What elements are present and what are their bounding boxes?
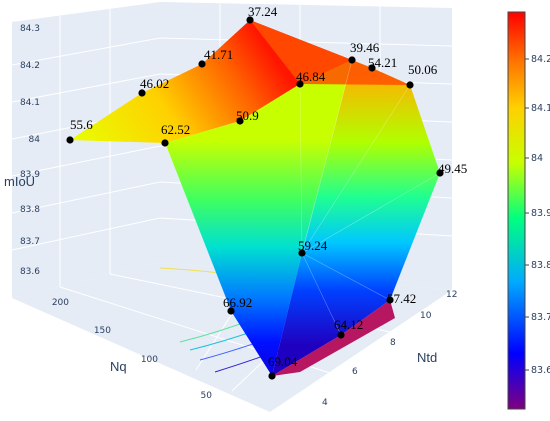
colorbar-tick-83.9: 83.9: [531, 208, 550, 219]
colorbar-tick-83.7: 83.7: [531, 312, 550, 323]
data-point-marker: [368, 64, 376, 72]
z-tick-84.3: 84.3: [20, 24, 40, 34]
data-point-label: 49.45: [438, 161, 467, 176]
data-point-label: 64.12: [334, 317, 363, 332]
data-point-label: 41.71: [204, 47, 233, 62]
data-point-marker: [227, 307, 235, 315]
data-point-marker: [298, 249, 306, 257]
data-point-marker: [198, 60, 206, 68]
data-point-label: 55.6: [70, 117, 93, 132]
x-tick-50: 50: [201, 391, 213, 401]
z-tick-84.1: 84.1: [20, 98, 40, 108]
x-tick-100: 100: [141, 355, 158, 365]
back-wall-left: [12, 2, 160, 298]
z-axis: 84.3 84.2 84.1 84 83.9 83.8 83.7 83.6 mI…: [4, 24, 40, 277]
data-point-label: 39.46: [350, 40, 380, 55]
surface-bottom-edge: [272, 300, 395, 376]
data-point-marker: [236, 117, 244, 125]
data-point-marker: [296, 80, 304, 88]
data-point-label: 37.24: [248, 4, 278, 19]
colorbar-tick-84.2: 84.2: [531, 54, 550, 65]
x-axis: 200 150 100 50 Nq: [52, 298, 212, 401]
surface: [70, 20, 441, 376]
z-tick-83.6: 83.6: [20, 267, 40, 277]
z-axis-title: mIoU: [4, 174, 35, 189]
data-point-label: 54.21: [368, 55, 397, 70]
data-point-marker: [436, 169, 444, 177]
data-point-label: 46.84: [296, 69, 326, 84]
z-tick-83.8: 83.8: [20, 205, 40, 215]
y-tick-10: 10: [420, 311, 432, 321]
data-point-marker: [337, 331, 345, 339]
data-point-marker: [246, 16, 254, 24]
data-point-marker: [66, 136, 74, 144]
colorbar: 84.2 84.1 84 83.9 83.8 83.7 83.6: [507, 11, 550, 410]
data-point-label: 62.52: [161, 122, 190, 137]
data-point-label: 59.24: [298, 238, 328, 253]
y-tick-4: 4: [322, 398, 328, 408]
x-tick-200: 200: [52, 298, 69, 308]
z-tick-84.2: 84.2: [20, 61, 40, 71]
x-axis-title: Nq: [110, 359, 127, 374]
data-point-label: 50.06: [408, 62, 438, 77]
colorbar-tick-83.6: 83.6: [531, 365, 550, 376]
data-point-label: 69.04: [268, 354, 298, 369]
y-axis: 4 6 8 10 12 Ntd: [322, 290, 457, 408]
data-point-label: 57.42: [387, 291, 416, 306]
data-point-marker: [138, 89, 146, 97]
y-tick-8: 8: [390, 338, 396, 348]
z-tick-83.9: 83.9: [20, 170, 40, 180]
surface-front-face: [165, 60, 352, 376]
data-point-marker: [161, 139, 169, 147]
y-tick-6: 6: [352, 367, 358, 377]
x-tick-150: 150: [94, 326, 111, 336]
z-tick-83.7: 83.7: [20, 237, 40, 247]
data-point-label: 50.9: [236, 108, 259, 123]
data-point-marker: [268, 372, 276, 380]
colorbar-tick-84.1: 84.1: [531, 103, 550, 114]
z-tick-84: 84: [29, 135, 41, 145]
colorbar-gradient: [507, 11, 526, 410]
data-point-marker: [406, 81, 414, 89]
colorbar-tick-84: 84: [531, 153, 543, 164]
colorbar-tick-83.8: 83.8: [531, 260, 550, 271]
y-tick-12: 12: [446, 290, 457, 300]
data-point-label: 46.02: [140, 76, 169, 91]
y-axis-title: Ntd: [417, 350, 437, 365]
data-point-label: 66.92: [223, 295, 252, 310]
surface-right-face: [272, 60, 440, 376]
data-point-marker: [348, 56, 356, 64]
data-point-marker: [386, 296, 394, 304]
